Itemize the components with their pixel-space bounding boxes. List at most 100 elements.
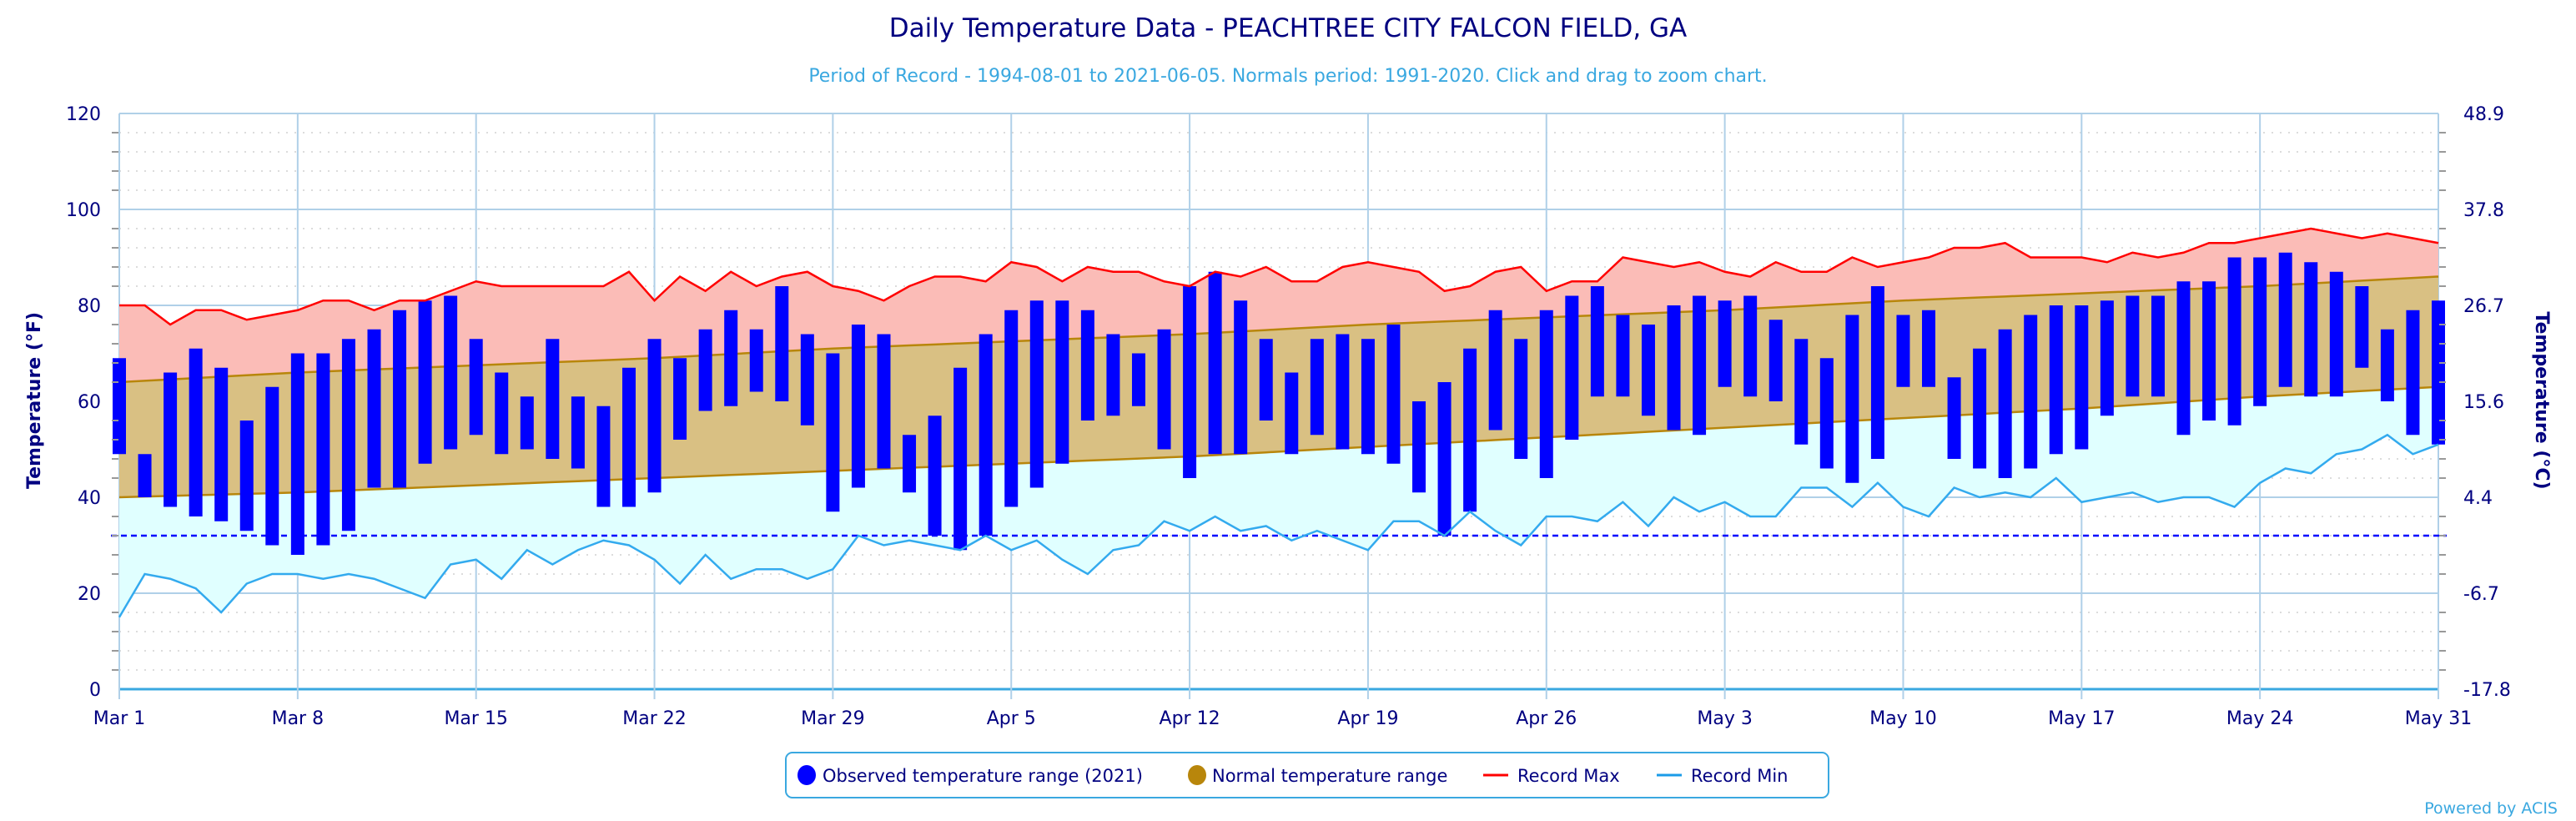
observed-bar — [2176, 281, 2191, 436]
observed-bar — [1845, 315, 1859, 483]
observed-bar — [1029, 300, 1044, 488]
observed-bar — [189, 348, 203, 516]
observed-bar — [2278, 252, 2292, 387]
observed-bar — [265, 386, 279, 546]
legend-label-record-max: Record Max — [1517, 766, 1620, 786]
observed-bar — [698, 329, 712, 411]
observed-bar — [1616, 315, 1630, 397]
x-tick-label: May 10 — [1869, 708, 1936, 729]
legend-item-record-max[interactable]: Record Max — [1483, 766, 1620, 786]
observed-bar — [393, 310, 407, 488]
observed-bar — [2151, 295, 2165, 397]
observed-bar — [290, 353, 304, 555]
observed-bar — [1080, 310, 1094, 421]
observed-bar — [2406, 310, 2420, 436]
observed-bar — [953, 367, 968, 551]
observed-bar — [800, 334, 814, 426]
observed-bar — [520, 396, 534, 450]
observed-bar — [2253, 257, 2267, 406]
legend-label-normal: Normal temperature range — [1212, 766, 1447, 786]
chart-subtitle: Period of Record - 1994-08-01 to 2021-06… — [808, 66, 1767, 87]
x-tick-label: Mar 22 — [622, 708, 687, 729]
observed-bar — [1998, 329, 2012, 478]
y-tick-label-right: -17.8 — [2463, 680, 2511, 701]
observed-bar — [1183, 286, 1197, 478]
observed-bar — [341, 339, 355, 531]
observed-bar — [928, 416, 942, 536]
x-tick-label: Mar 8 — [272, 708, 325, 729]
observed-bar — [1437, 382, 1452, 536]
x-tick-label: Apr 5 — [987, 708, 1036, 729]
observed-bar — [2024, 315, 2038, 469]
x-tick-label: Mar 15 — [444, 708, 508, 729]
observed-bar — [316, 353, 330, 546]
x-tick-label: Mar 29 — [801, 708, 865, 729]
y-tick-label-right: 48.9 — [2463, 104, 2504, 125]
observed-bar — [1743, 295, 1758, 397]
observed-bar — [596, 405, 611, 507]
observed-bar — [164, 372, 178, 507]
x-tick-label: May 3 — [1697, 708, 1752, 729]
observed-bar — [2202, 281, 2216, 421]
observed-bar — [1412, 401, 1426, 493]
observed-bar — [1361, 339, 1375, 455]
observed-bar — [1565, 295, 1579, 440]
observed-bar — [2075, 305, 2089, 450]
observed-bar — [1870, 286, 1884, 459]
observed-bar — [673, 358, 687, 440]
observed-bar — [546, 339, 560, 459]
observed-bar — [1488, 310, 1502, 431]
observed-bar — [2355, 286, 2369, 368]
legend-item-record-min[interactable]: Record Min — [1657, 766, 1789, 786]
record-min-line — [118, 433, 2439, 618]
y-axis-title: Temperature (°F) — [24, 312, 45, 489]
observed-bar — [1693, 295, 1707, 436]
y-tick-label-right: 15.6 — [2463, 392, 2504, 413]
observed-bar — [1794, 339, 1809, 445]
observed-bar — [851, 325, 865, 488]
observed-bar — [2304, 262, 2318, 397]
legend-item-observed[interactable]: Observed temperature range (2021) — [797, 765, 1143, 786]
observed-bar — [647, 339, 662, 493]
observed-bar — [1590, 286, 1604, 397]
observed-bar — [2126, 295, 2140, 397]
y-tick-label: 100 — [66, 200, 101, 221]
observed-bar — [903, 435, 917, 493]
y-axis-title-right: Temperature (°C) — [2531, 311, 2552, 489]
powered-by-acis-link[interactable]: Powered by ACIS — [2424, 799, 2558, 818]
observed-bar — [749, 329, 763, 392]
record-lines — [111, 227, 2447, 618]
observed-bar — [138, 454, 152, 497]
x-tick-label: May 24 — [2226, 708, 2293, 729]
observed-bar — [826, 353, 840, 512]
observed-bar — [571, 396, 585, 469]
observed-bar — [444, 295, 458, 450]
observed-bar — [1106, 334, 1120, 416]
observed-bar — [877, 334, 891, 469]
y-tick-label: 60 — [78, 392, 101, 413]
axes: 0 -17.8 20 -6.7 40 4.4 60 15.6 80 26.7 100 37.8 120 4… — [66, 104, 2511, 729]
observed-bar — [367, 329, 381, 488]
observed-bar — [1514, 339, 1528, 459]
observed-bar — [1157, 329, 1171, 450]
legend-label-observed: Observed temperature range (2021) — [823, 766, 1143, 786]
legend-label-record-min: Record Min — [1691, 766, 1789, 786]
normal-legend-icon — [1188, 765, 1206, 785]
observed-bar — [724, 310, 738, 406]
y-tick-label: 0 — [89, 680, 101, 701]
chart-title: Daily Temperature Data - PEACHTREE CITY … — [889, 13, 1688, 43]
observed-bar — [495, 372, 509, 455]
observed-bar — [2100, 300, 2114, 416]
x-tick-label: Mar 1 — [93, 708, 146, 729]
observed-bar — [1539, 310, 1553, 478]
observed-bar — [1004, 310, 1019, 507]
observed-bar — [1131, 353, 1145, 406]
range-areas — [118, 229, 2439, 617]
legend-item-normal[interactable]: Normal temperature range — [1188, 765, 1447, 786]
observed-bar — [1208, 271, 1222, 455]
observed-bar — [1310, 339, 1324, 436]
observed-bar — [1667, 305, 1681, 431]
y-tick-label-right: 4.4 — [2463, 488, 2493, 509]
observed-bar — [1234, 300, 1248, 455]
